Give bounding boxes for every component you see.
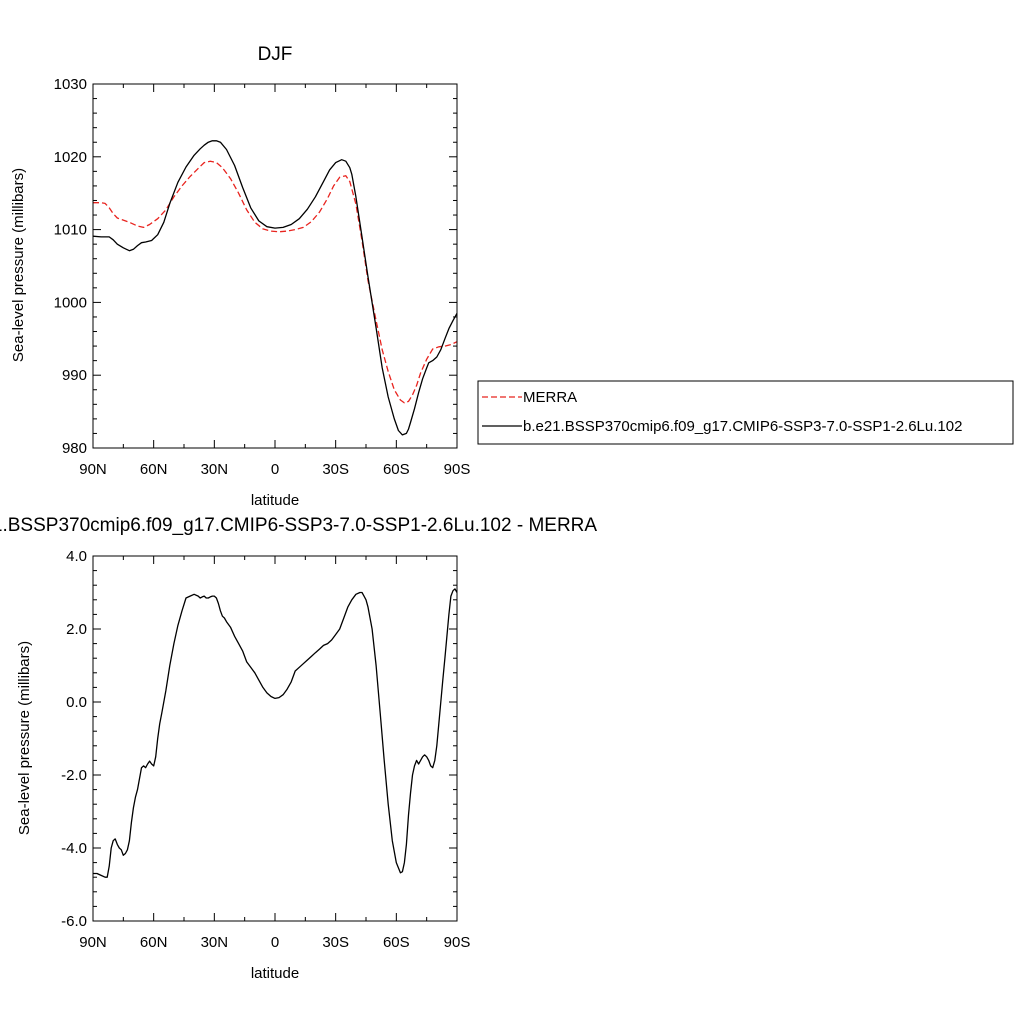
top-series-lines: [92, 140, 458, 436]
top-x-tick-label: 60S: [383, 461, 410, 478]
bottom-y-tick-label: 0.0: [66, 694, 87, 711]
top-x-tick-label: 60N: [140, 461, 168, 478]
bottom-x-tick-labels: 90N 60N 30N 0 30S 60S 90S: [79, 934, 470, 951]
top-y-tick-label: 1020: [54, 149, 87, 166]
top-x-tick-labels: 90N 60N 30N 0 30S 60S 90S: [79, 461, 470, 478]
bottom-y-tick-label: 4.0: [66, 548, 87, 565]
bottom-panel: b.e21.BSSP370cmip6.f09_g17.CMIP6-SSP3-7.…: [0, 515, 597, 982]
legend-label-merra: MERRA: [523, 389, 577, 406]
top-plot-frame: [92, 83, 458, 449]
top-x-axis-label: latitude: [251, 492, 299, 509]
top-y-tick-label: 1000: [54, 294, 87, 311]
top-y-tick-labels: 980 990 1000 1010 1020 1030: [54, 76, 87, 457]
bottom-plot-frame: [92, 555, 458, 922]
top-tick-marks: [92, 83, 458, 449]
legend-label-model: b.e21.BSSP370cmip6.f09_g17.CMIP6-SSP3-7.…: [523, 418, 962, 435]
bottom-x-tick-label: 90N: [79, 934, 107, 951]
bottom-x-tick-label: 0: [271, 934, 279, 951]
bottom-y-tick-label: -2.0: [61, 767, 87, 784]
bottom-y-tick-labels: -6.0 -4.0 -2.0 0.0 2.0 4.0: [61, 548, 87, 930]
top-x-tick-label: 30N: [201, 461, 229, 478]
top-chart-title: DJF: [258, 44, 293, 65]
top-panel: DJF Sea-level pressure (millibars) latit…: [10, 44, 470, 509]
bottom-x-axis-label: latitude: [251, 965, 299, 982]
top-series-line-merra: [93, 160, 458, 404]
top-x-tick-label: 0: [271, 461, 279, 478]
top-series-line-model: [92, 140, 458, 436]
top-y-axis-label: Sea-level pressure (millibars): [10, 168, 27, 362]
bottom-series-lines: [93, 588, 458, 878]
legend-box: [477, 380, 1014, 445]
bottom-x-tick-label: 30S: [322, 934, 349, 951]
legend: MERRA b.e21.BSSP370cmip6.f09_g17.CMIP6-S…: [477, 380, 1014, 445]
bottom-x-tick-label: 60N: [140, 934, 168, 951]
top-y-tick-label: 990: [62, 367, 87, 384]
bottom-y-tick-label: -6.0: [61, 913, 87, 930]
bottom-y-axis-label: Sea-level pressure (millibars): [16, 641, 33, 835]
bottom-chart-title: b.e21.BSSP370cmip6.f09_g17.CMIP6-SSP3-7.…: [0, 515, 597, 536]
bottom-tick-marks: [92, 555, 458, 922]
bottom-y-tick-label: 2.0: [66, 621, 87, 638]
bottom-series-line-difference: [93, 588, 458, 878]
top-y-tick-label: 980: [62, 440, 87, 457]
top-y-tick-label: 1010: [54, 222, 87, 239]
top-x-tick-label: 90S: [444, 461, 471, 478]
top-x-tick-label: 90N: [79, 461, 107, 478]
bottom-x-tick-label: 30N: [201, 934, 229, 951]
bottom-x-tick-label: 60S: [383, 934, 410, 951]
bottom-x-tick-label: 90S: [444, 934, 471, 951]
top-x-tick-label: 30S: [322, 461, 349, 478]
top-y-tick-label: 1030: [54, 76, 87, 93]
bottom-y-tick-label: -4.0: [61, 840, 87, 857]
